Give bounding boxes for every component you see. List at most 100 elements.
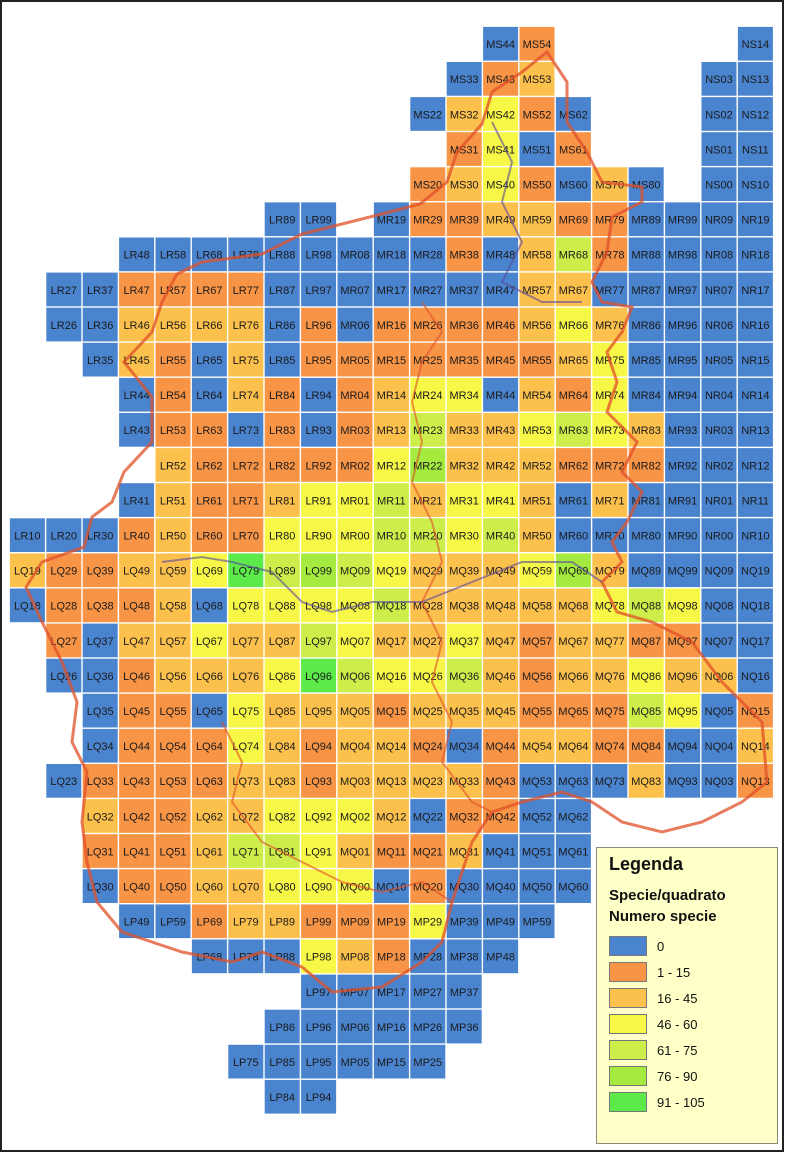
- grid-cell-mr07: MR07: [336, 271, 374, 308]
- grid-cell-fill: [373, 1044, 410, 1080]
- grid-cell-label: MR72: [595, 460, 624, 472]
- grid-cell-mr10: MR10: [373, 517, 410, 553]
- grid-cell-lq96: LQ96: [300, 657, 337, 694]
- grid-cell-label: LQ76: [232, 671, 259, 683]
- grid-cell-fill: [482, 26, 519, 62]
- grid-cell-fill: [336, 833, 374, 869]
- grid-cell-mr72: MR72: [591, 447, 629, 483]
- grid-cell-label: LQ33: [87, 776, 114, 788]
- grid-cell-label: LR90: [305, 531, 331, 543]
- grid-cell-lr43: LR43: [118, 412, 155, 448]
- grid-cell-label: LR88: [269, 250, 295, 262]
- grid-cell-label: MS30: [450, 180, 479, 192]
- grid-cell-fill: [263, 693, 301, 729]
- grid-cell-fill: [737, 166, 774, 202]
- grid-cell-mq32: MQ32: [445, 798, 483, 834]
- grid-cell-label: MR37: [450, 285, 479, 297]
- grid-cell-fill: [118, 693, 155, 729]
- grid-cell-label: MR60: [559, 531, 588, 543]
- grid-cell-fill: [336, 622, 374, 659]
- grid-cell-fill: [664, 412, 701, 448]
- grid-cell-mq93: MQ93: [664, 763, 701, 799]
- grid-cell-fill: [518, 763, 556, 799]
- grid-cell-mp39: MP39: [445, 903, 483, 939]
- grid-cell-fill: [409, 166, 447, 202]
- grid-cell-fill: [445, 201, 483, 237]
- legend-swatch: [609, 1066, 647, 1086]
- grid-cell-label: NR04: [705, 390, 733, 402]
- grid-cell-mq89: MQ89: [627, 552, 665, 588]
- grid-cell-label: MQ65: [558, 706, 588, 718]
- grid-cell-label: MR30: [450, 531, 479, 543]
- grid-cell-mp27: MP27: [409, 973, 447, 1010]
- grid-cell-lr30: LR30: [81, 517, 119, 553]
- grid-cell-label: LQ84: [269, 741, 296, 753]
- grid-cell-mr01: MR01: [336, 482, 374, 518]
- grid-cell-mr85: MR85: [627, 341, 665, 378]
- grid-cell-fill: [445, 166, 483, 202]
- grid-cell-label: LQ99: [305, 566, 332, 578]
- grid-cell-lq76: LQ76: [227, 657, 265, 694]
- grid-cell-label: MR73: [595, 425, 624, 437]
- grid-cell-label: LQ46: [123, 671, 150, 683]
- grid-cell-nq04: NQ04: [700, 728, 738, 764]
- grid-cell-fill: [336, 517, 374, 553]
- grid-cell-fill: [664, 482, 701, 518]
- grid-cell-label: LQ56: [160, 671, 187, 683]
- grid-cell-lp89: LP89: [263, 903, 301, 939]
- grid-cell-fill: [154, 622, 192, 659]
- grid-cell-label: MR59: [522, 215, 551, 227]
- grid-cell-label: MR31: [450, 495, 479, 507]
- grid-cell-mr18: MR18: [373, 236, 410, 273]
- grid-cell-label: MR80: [632, 531, 661, 543]
- grid-cell-fill: [154, 306, 192, 343]
- grid-cell-label: MR52: [522, 460, 551, 472]
- grid-cell-fill: [555, 166, 592, 202]
- grid-cell-fill: [445, 412, 483, 448]
- grid-cell-lq57: LQ57: [154, 622, 192, 659]
- grid-cell-label: MR44: [486, 390, 515, 402]
- grid-cell-label: NR06: [705, 320, 733, 332]
- grid-cell-label: MR87: [632, 285, 661, 297]
- grid-cell-lr91: LR91: [300, 482, 337, 518]
- grid-cell-label: LR89: [269, 215, 295, 227]
- grid-cell-fill: [263, 763, 301, 799]
- grid-cell-fill: [154, 868, 192, 904]
- grid-cell-fill: [191, 412, 228, 448]
- grid-cell-nr14: NR14: [737, 377, 774, 413]
- grid-cell-label: MS32: [450, 109, 479, 121]
- grid-cell-fill: [191, 728, 228, 764]
- grid-cell-fill: [45, 517, 83, 553]
- grid-cell-label: LR53: [160, 425, 186, 437]
- grid-cell-mr19: MR19: [373, 201, 410, 237]
- grid-cell-lq46: LQ46: [118, 657, 155, 694]
- grid-cell-fill: [445, 341, 483, 378]
- grid-cell-fill: [409, 903, 447, 939]
- grid-cell-mr88: MR88: [627, 236, 665, 273]
- grid-cell-lr84: LR84: [263, 377, 301, 413]
- grid-cell-nr00: NR00: [700, 517, 738, 553]
- grid-cell-label: MR41: [486, 495, 515, 507]
- grid-cell-mr91: MR91: [664, 482, 701, 518]
- grid-cell-lr97: LR97: [300, 271, 337, 308]
- grid-cell-mr41: MR41: [482, 482, 519, 518]
- grid-cell-label: MP38: [450, 952, 479, 964]
- grid-cell-label: MR27: [413, 285, 442, 297]
- grid-cell-fill: [409, 201, 447, 237]
- grid-cell-mr89: MR89: [627, 201, 665, 237]
- grid-cell-ms60: MS60: [555, 166, 592, 202]
- grid-cell-lr73: LR73: [227, 412, 265, 448]
- grid-cell-fill: [263, 271, 301, 308]
- grid-cell-label: LQ93: [305, 776, 332, 788]
- grid-cell-mr79: MR79: [591, 201, 629, 237]
- grid-cell-label: LR95: [305, 355, 331, 367]
- grid-cell-label: MR66: [559, 320, 588, 332]
- grid-cell-fill: [118, 517, 155, 553]
- grid-cell-label: LR55: [160, 355, 186, 367]
- grid-cell-mq52: MQ52: [518, 798, 556, 834]
- grid-cell-mq98: MQ98: [664, 587, 701, 623]
- grid-cell-fill: [700, 166, 738, 202]
- grid-cell-fill: [191, 341, 228, 378]
- grid-cell-ns02: NS02: [700, 96, 738, 132]
- grid-cell-fill: [81, 728, 119, 764]
